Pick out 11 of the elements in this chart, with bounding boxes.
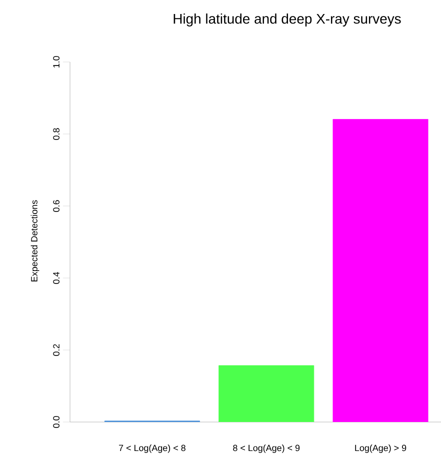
x-tick-label: 8 < Log(Age) < 9 <box>233 444 300 453</box>
chart-title: High latitude and deep X-ray surveys <box>174 13 401 26</box>
x-tick-label: 7 < Log(Age) < 8 <box>119 444 186 453</box>
y-tick-label: 0.4 <box>53 272 60 284</box>
y-axis-title: Expected Detections <box>30 200 40 282</box>
y-tick-label: 1.0 <box>53 56 60 68</box>
y-tick-label: 0.8 <box>53 128 60 140</box>
x-tick-label: Log(Age) > 9 <box>355 444 406 453</box>
y-tick-label: 0.0 <box>53 416 60 428</box>
y-tick-label: 0.2 <box>53 344 60 356</box>
y-tick-label: 0.6 <box>53 200 60 212</box>
